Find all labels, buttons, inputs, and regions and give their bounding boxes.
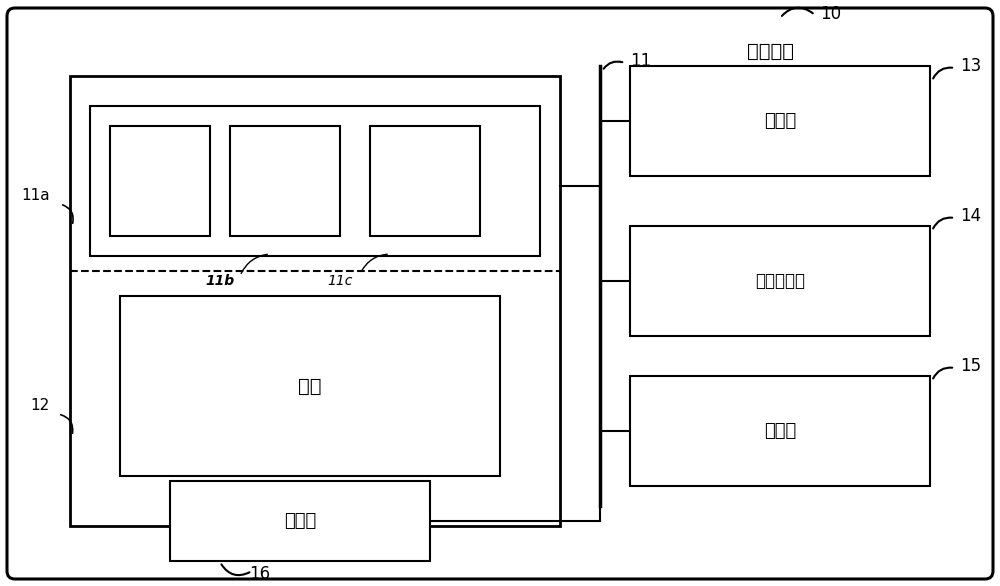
Text: 10: 10 [820, 5, 841, 23]
Bar [630, 226, 930, 336]
Text: 控制部: 控制部 [299, 112, 331, 130]
Text: 11c: 11c [327, 274, 353, 288]
Text: 11: 11 [630, 52, 651, 70]
Text: ROM: ROM [267, 173, 303, 189]
Bar [370, 126, 480, 236]
Text: 记录头: 记录头 [764, 422, 796, 440]
Text: 记录装置: 记录装置 [746, 42, 794, 60]
Bar [630, 66, 930, 176]
Text: CPU: CPU [144, 173, 176, 189]
Text: 11a: 11a [21, 189, 50, 203]
Bar [90, 106, 540, 256]
Text: 固件: 固件 [298, 376, 322, 396]
Text: 15: 15 [960, 357, 981, 375]
Text: 显示部: 显示部 [764, 112, 796, 130]
FancyBboxPatch shape [7, 8, 993, 579]
Bar [170, 481, 430, 561]
Text: 输送部: 输送部 [284, 512, 316, 530]
Text: 操作接受部: 操作接受部 [755, 272, 805, 290]
Text: 16: 16 [249, 565, 271, 583]
Text: RAM: RAM [408, 173, 442, 189]
Text: 14: 14 [960, 207, 981, 225]
Bar [70, 76, 560, 526]
Bar [120, 296, 500, 476]
Text: 11b: 11b [205, 274, 235, 288]
Text: 13: 13 [960, 57, 981, 75]
Bar [630, 376, 930, 486]
Bar [230, 126, 340, 236]
Bar [110, 126, 210, 236]
Text: 12: 12 [31, 398, 50, 414]
